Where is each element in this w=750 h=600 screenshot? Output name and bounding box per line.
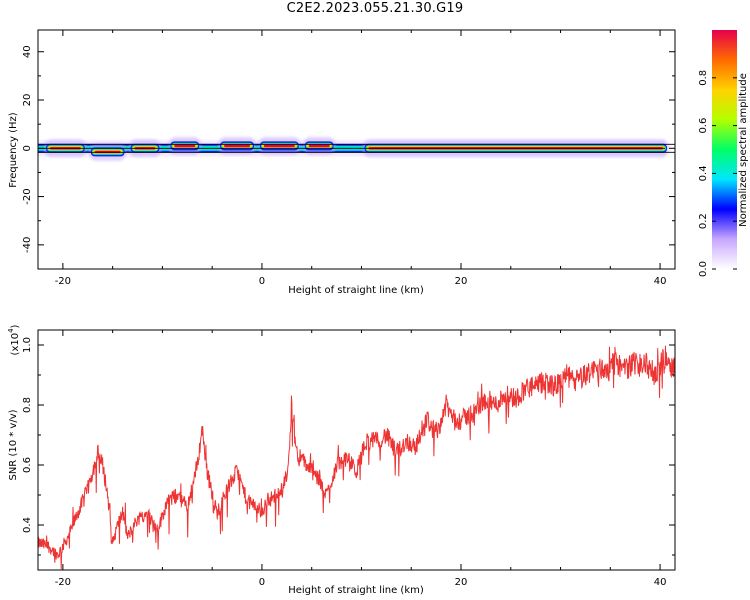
snr-x-tick-label: 40	[654, 577, 667, 588]
colorbar-tick-label: 0.6	[698, 118, 709, 134]
snr-plot-area	[38, 345, 675, 570]
snr-y-tick-label: 1.0	[22, 337, 33, 353]
spectrogram-y-axis-title: Frequency (Hz)	[8, 112, 19, 188]
colorbar-tick-label: 0.0	[698, 261, 709, 277]
spectrogram-y-tick-label: -20	[22, 188, 33, 204]
spectrogram-x-tick-label: -20	[55, 276, 71, 287]
snr-y-multiplier-exp: 4	[7, 328, 15, 333]
spectrogram-y-tick-label: 0	[22, 145, 33, 151]
snr-x-axis-title: Height of straight line (km)	[288, 585, 424, 596]
spectrogram-ticks: -20 0 20 40 40 20 0 -20 -40	[22, 30, 675, 287]
colorbar-ticks: 0.0 0.2 0.4 0.6 0.8	[698, 70, 737, 277]
snr-frame	[37, 329, 676, 571]
snr-y-tick-label: 0.6	[22, 457, 33, 473]
spectrogram-x-tick-label: 0	[259, 276, 265, 287]
snr-panel: -20 0 20 40 0.4 0.6 0.8 1.0 Height of straight …	[7, 324, 676, 596]
spectrogram-x-axis-title: Height of straight line (km)	[288, 285, 424, 296]
snr-x-tick-label: 0	[259, 577, 265, 588]
snr-y-tick-label: 0.4	[22, 517, 33, 533]
colorbar: 0.0 0.2 0.4 0.6 0.8 Normalized spectral ampl…	[698, 30, 749, 277]
spectrogram-frame	[37, 29, 676, 270]
spectrogram-panel: -20 0 20 40 40 20 0 -20 -40 Height of straight l…	[8, 29, 676, 296]
snr-y-multiplier-base: (x10	[10, 333, 21, 356]
snr-y-axis-title: SNR (10 * v/v)	[8, 409, 19, 480]
spectrogram-plot-area	[38, 136, 675, 161]
snr-x-tick-label: -20	[55, 577, 71, 588]
spectrogram-y-tick-label: -40	[22, 237, 33, 253]
spectrogram-y-tick-label: 40	[22, 45, 33, 58]
spectrogram-x-tick-label: 20	[455, 276, 468, 287]
colorbar-tick-label: 0.4	[698, 165, 709, 181]
snr-y-multiplier: (x104)	[7, 324, 21, 355]
colorbar-bar	[712, 30, 737, 269]
colorbar-tick-label: 0.2	[698, 213, 709, 229]
colorbar-label: Normalized spectral amplitude	[738, 73, 749, 227]
colorbar-tick-label: 0.8	[698, 70, 709, 86]
snr-y-tick-label: 0.8	[22, 397, 33, 413]
snr-ticks: -20 0 20 40 0.4 0.6 0.8 1.0	[22, 330, 675, 588]
snr-series-line	[38, 345, 675, 570]
ridge-segment	[128, 139, 162, 158]
snr-y-multiplier-close: )	[10, 324, 21, 328]
spectrogram-y-tick-label: 20	[22, 94, 33, 107]
spectrogram-x-tick-label: 40	[654, 276, 667, 287]
snr-x-tick-label: 20	[455, 577, 468, 588]
chart-title: C2E2.2023.055.21.30.G19	[286, 1, 464, 16]
